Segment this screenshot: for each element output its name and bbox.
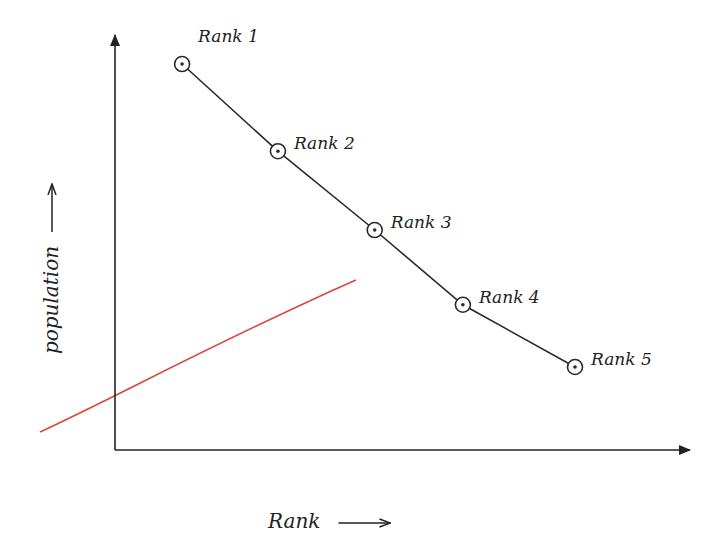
- point-label: Rank 5: [590, 349, 652, 369]
- x-axis: [115, 449, 690, 451]
- point-ring: [455, 297, 470, 312]
- point-dot: [180, 62, 184, 66]
- point: [367, 223, 382, 238]
- x-title-arrow: [338, 522, 390, 524]
- point-dot: [461, 303, 465, 307]
- point: [175, 57, 190, 72]
- point: [455, 297, 470, 312]
- point-label: Rank 2: [293, 133, 355, 153]
- y-axis-title: population: [39, 246, 63, 354]
- y-axis: [114, 35, 116, 450]
- chart: Rank population Rank 1 Rank 2 Rank 3 Rank 4 Ra…: [0, 0, 718, 546]
- point-label: Rank 4: [478, 287, 540, 307]
- point-ring: [367, 223, 382, 238]
- point-ring: [175, 57, 190, 72]
- point-dot: [373, 228, 377, 232]
- point-dot: [276, 149, 280, 153]
- point-label: Rank 3: [390, 212, 452, 232]
- point: [568, 360, 583, 375]
- point-dot: [573, 365, 577, 369]
- point: [270, 144, 285, 159]
- plot-area: [175, 57, 583, 375]
- y-title-arrow: [51, 184, 53, 232]
- point-label: Rank 1: [197, 26, 259, 46]
- point-ring: [270, 144, 285, 159]
- pen-stroke: [40, 280, 356, 432]
- point-ring: [568, 360, 583, 375]
- rank-line: [182, 64, 575, 367]
- x-axis-title: Rank: [267, 509, 320, 533]
